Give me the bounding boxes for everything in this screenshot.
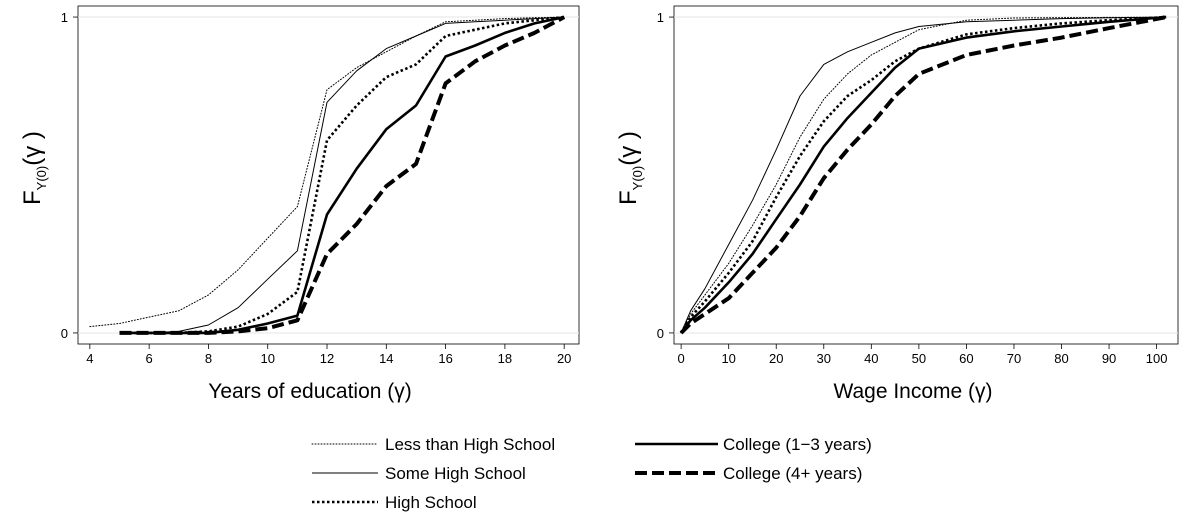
- right-x-tick-label: 70: [1007, 351, 1021, 366]
- right-gridlines: [674, 16, 1178, 334]
- right-x-tick-label: 100: [1146, 351, 1168, 366]
- right-y-tick-label: 1: [657, 10, 664, 25]
- right-x-tick-label: 10: [721, 351, 735, 366]
- left-x-tick-label: 12: [320, 351, 334, 366]
- right-x-axis-label: Wage Income (γ): [833, 380, 992, 403]
- right-x-tick-label: 0: [678, 351, 685, 366]
- right-series-less-than-high-school: [680, 16, 1167, 334]
- right-series: [679, 15, 1167, 335]
- right-x-tick-label: 60: [959, 351, 973, 366]
- right-x-tick-label: 20: [769, 351, 783, 366]
- left-x-tick-label: 16: [438, 351, 452, 366]
- right-x-ticks: 0 10 20 30 40 50 60 70 80 90 100: [678, 344, 1168, 366]
- right-y-ticks: 01: [657, 10, 674, 341]
- left-series-some-high-school: [119, 16, 565, 334]
- left-series-college-4-years: [119, 15, 566, 335]
- right-series-college-1-3-years: [680, 15, 1167, 334]
- left-x-tick-label: 18: [498, 351, 512, 366]
- legend-label-college-4-years: College (4+ years): [723, 464, 862, 483]
- right-x-tick-label: 80: [1054, 351, 1068, 366]
- left-x-tick-label: 10: [260, 351, 274, 366]
- right-x-tick-label: 90: [1102, 351, 1116, 366]
- left-series-high-school: [119, 15, 565, 335]
- legend-label-some-high-school: Some High School: [385, 464, 526, 483]
- left-x-tick-label: 20: [557, 351, 571, 366]
- left-y-tick-label: 0: [61, 326, 68, 341]
- right-x-tick-label: 30: [817, 351, 831, 366]
- legend-label-college-1-3-years: College (1−3 years): [723, 435, 872, 454]
- left-y-ticks: 01: [61, 10, 78, 341]
- left-panel: 4 6 8 10 12 14 16 18 20 01 Years of education (γ…: [19, 5, 580, 403]
- right-series-college-4-years: [679, 15, 1167, 335]
- left-plot-area: [77, 5, 580, 345]
- right-y-tick-label: 0: [657, 326, 664, 341]
- left-x-tick-label: 6: [146, 351, 153, 366]
- left-y-tick-label: 1: [61, 10, 68, 25]
- legend: Less than High School Some High School Hig…: [311, 435, 872, 512]
- right-x-tick-label: 50: [912, 351, 926, 366]
- left-x-axis-label: Years of education (γ): [208, 380, 412, 403]
- right-series-high-school: [679, 15, 1167, 334]
- right-series-some-high-school: [680, 16, 1167, 334]
- right-x-tick-label: 40: [864, 351, 878, 366]
- left-x-tick-label: 14: [379, 351, 393, 366]
- left-x-ticks: 4 6 8 10 12 14 16 18 20: [86, 344, 571, 366]
- left-x-tick-label: 8: [205, 351, 212, 366]
- right-y-axis-label: FY(0)(γ ): [615, 131, 645, 205]
- right-panel: 0 10 20 30 40 50 60 70 80 90 100 01 Wage Income (γ…: [615, 5, 1179, 403]
- left-y-axis-label: FY(0)(γ ): [19, 131, 49, 205]
- left-series-less-than-high-school: [89, 16, 565, 328]
- legend-label-high-school: High School: [385, 493, 477, 512]
- right-plot-area: [673, 5, 1179, 345]
- left-series: [89, 15, 566, 335]
- left-x-tick-label: 4: [86, 351, 93, 366]
- legend-label-less-than-high-school: Less than High School: [385, 435, 555, 454]
